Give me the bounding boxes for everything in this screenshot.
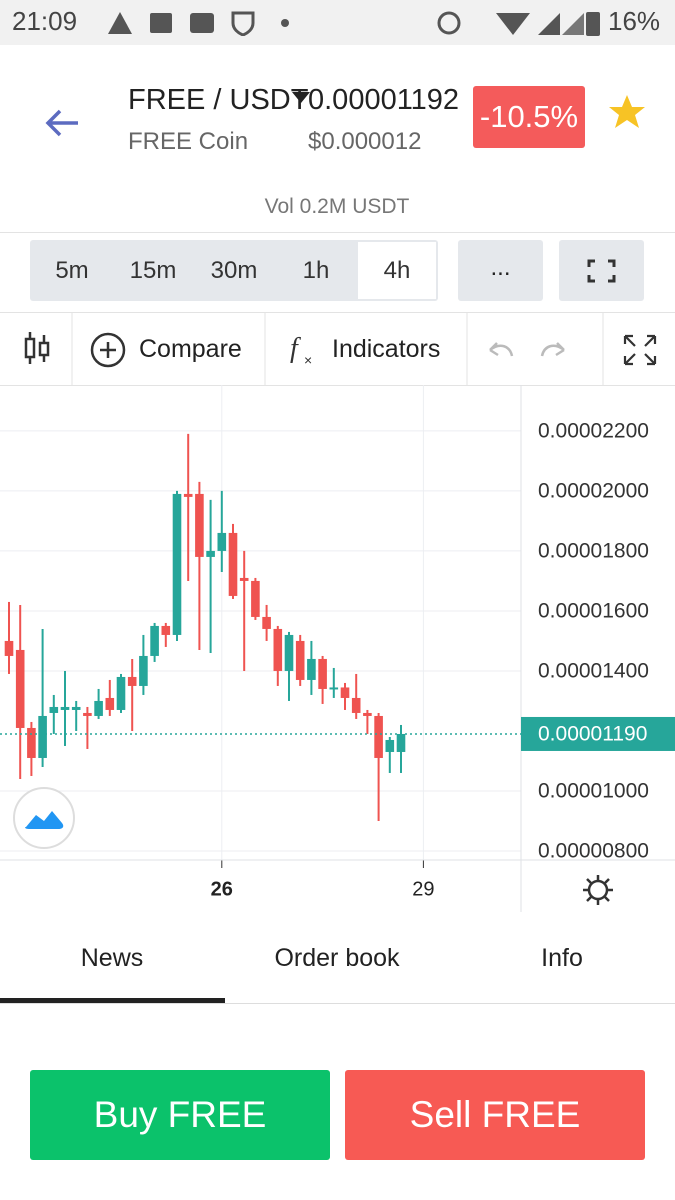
- candle-body: [206, 550, 215, 557]
- candle-body: [307, 658, 316, 680]
- settings-icon: [587, 879, 609, 901]
- candle-body: [105, 697, 115, 710]
- indicators-button[interactable]: Indicators: [332, 335, 441, 363]
- candle-body: [318, 658, 327, 689]
- candle-body: [374, 715, 383, 758]
- candle-body: [116, 676, 126, 710]
- tab[interactable]: News: [80, 944, 144, 972]
- fullscreen-button[interactable]: [559, 240, 644, 301]
- candle-body: [195, 493, 204, 557]
- candle-body: [217, 532, 227, 551]
- y-tick-label: 0.00001800: [538, 539, 649, 562]
- candle-body: [340, 687, 350, 698]
- candle-body: [161, 625, 171, 635]
- last-price-box: [521, 716, 675, 751]
- last-price: 0.00001192: [308, 84, 460, 116]
- interval-selector: 5m 15m 30m 1h 4h: [30, 240, 438, 301]
- coin-name: FREE Coin: [128, 128, 249, 155]
- candle-body: [385, 739, 395, 752]
- usd-price: $0.000012: [308, 128, 422, 155]
- y-tick-label: 0.00001400: [538, 660, 649, 683]
- candle-body: [273, 628, 283, 671]
- interval[interactable]: 5m: [55, 257, 89, 284]
- back-button[interactable]: [44, 108, 80, 138]
- y-tick-label: 0.00001600: [538, 599, 649, 622]
- y-tick-label: 0.00000800: [538, 840, 649, 863]
- last-price-label: 0.00001190: [538, 723, 647, 746]
- settings-icon-rays: [583, 875, 613, 905]
- candle-body: [284, 634, 294, 671]
- candle-body: [172, 493, 182, 635]
- y-tick-label: 0.00002200: [538, 419, 649, 442]
- candle-body: [94, 700, 103, 716]
- battery-level: 16%: [608, 6, 661, 36]
- candle-body: [139, 655, 148, 686]
- status-icons: [108, 11, 289, 36]
- candle-body: [183, 493, 193, 497]
- sell-button[interactable]: Sell FREE: [345, 1070, 645, 1160]
- tab[interactable]: Order book: [274, 944, 400, 972]
- candle-body: [363, 712, 372, 716]
- candle-body: [396, 733, 406, 752]
- candle-body: [351, 697, 361, 713]
- status-right-icons: [437, 11, 600, 36]
- candlestick-chart: 0.00002200 0.00002000 0.00001800 0.00001600…: [0, 385, 675, 912]
- pair-name: FREE / USDT: [128, 84, 309, 116]
- candle-body: [60, 706, 70, 710]
- interval[interactable]: 1h: [302, 257, 330, 284]
- interval[interactable]: 15m: [129, 257, 177, 284]
- candle-body: [83, 712, 92, 716]
- candle-body: [228, 532, 238, 596]
- candle-body: [251, 580, 260, 617]
- favorite-star[interactable]: [608, 94, 646, 130]
- tab-divider: [0, 1003, 675, 1004]
- change-badge: -10.5%: [473, 86, 585, 148]
- candle-body: [262, 616, 271, 629]
- down-arrow: [292, 92, 310, 103]
- interval-selected[interactable]: 4h: [358, 242, 436, 299]
- candle-body: [329, 687, 339, 690]
- candle-body: [71, 706, 81, 710]
- divider: [0, 232, 675, 233]
- active-tab-indicator: [0, 998, 225, 1003]
- compare-button[interactable]: Compare: [139, 335, 242, 363]
- chart-toolbar: f × Compare Indicators: [0, 312, 675, 386]
- interval[interactable]: 30m: [210, 257, 258, 284]
- candle-body: [239, 577, 249, 581]
- status-time: 21:09: [12, 6, 78, 36]
- y-tick-label: 0.00001000: [538, 780, 649, 803]
- candle-body: [4, 640, 14, 656]
- tradingview-logo: [13, 787, 75, 849]
- svg-text:×: ×: [304, 352, 312, 368]
- x-tick-label: 29: [412, 878, 434, 900]
- buy-button[interactable]: Buy FREE: [30, 1070, 330, 1160]
- toolbar-icons: f ×: [24, 313, 657, 385]
- candle-body: [38, 715, 47, 758]
- svg-text:f: f: [290, 333, 301, 364]
- candle-body: [15, 649, 25, 728]
- candle-body: [150, 625, 159, 656]
- status-bar: 21:09 16%: [0, 0, 675, 45]
- y-tick-label: 0.00002000: [538, 479, 649, 502]
- candle-body: [49, 706, 59, 713]
- candle-body: [295, 640, 305, 680]
- x-tick-label: 26: [211, 878, 233, 900]
- tab[interactable]: Info: [541, 944, 583, 972]
- candle-body: [27, 727, 36, 758]
- more-button[interactable]: ...: [458, 240, 543, 301]
- candle-body: [127, 676, 137, 686]
- volume: Vol 0.2M USDT: [264, 195, 410, 218]
- fullscreen-icon: [587, 259, 616, 283]
